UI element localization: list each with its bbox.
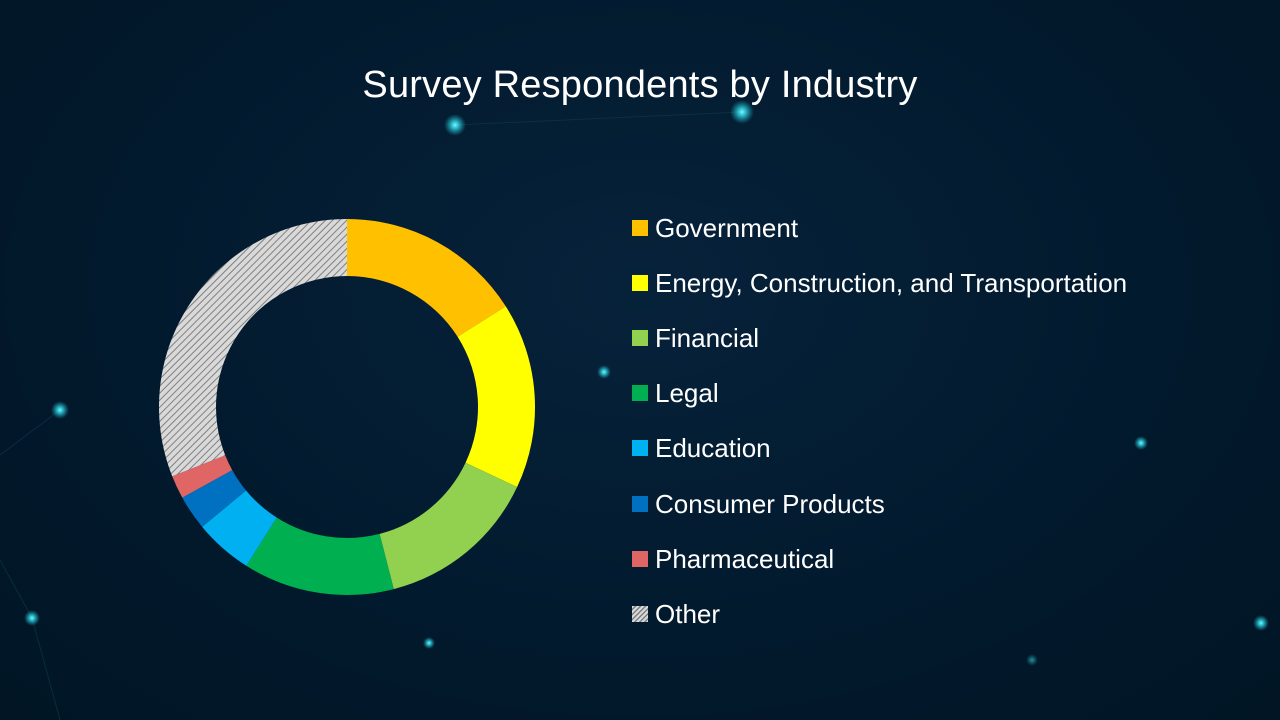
legend-swatch [632,219,648,236]
slice-education [202,490,277,566]
legend-item-government: Government [632,200,1127,255]
legend-label: Government [655,212,799,243]
legend-label: Energy, Construction, and Transportation [655,267,1128,298]
legend-item-consumer-products: Consumer Products [632,476,1127,531]
slice-energy-construction-and-transportation [457,306,535,488]
slice-consumer-products [182,470,247,527]
donut-chart [158,219,535,595]
chart-title: Survey Respondents by Industry [362,64,918,106]
legend-item-other: Other [632,586,1127,641]
slice-pharmaceutical [172,455,233,498]
legend-swatch [632,605,648,622]
legend-label: Legal [655,378,719,409]
legend-label: Other [655,598,721,629]
slice-financial [379,462,518,590]
legend-label: Consumer Products [655,488,885,519]
slice-government [347,219,506,337]
legend-item-pharmaceutical: Pharmaceutical [632,531,1127,586]
slice-legal [246,517,394,595]
chart-legend: Government Energy, Construction, and Tran… [632,200,1127,642]
legend-label: Pharmaceutical [655,543,835,574]
legend-item-energy-construction-and-transportation: Energy, Construction, and Transportation [632,255,1127,310]
legend-swatch [632,440,648,457]
legend-item-legal: Legal [632,366,1127,421]
legend-item-education: Education [632,421,1127,476]
legend-item-financial: Financial [632,310,1127,365]
legend-swatch [632,495,648,512]
legend-swatch [632,385,648,402]
legend-swatch [632,550,648,567]
legend-swatch [632,274,648,291]
legend-swatch [632,329,648,346]
slice-other [158,219,347,477]
legend-label: Education [655,433,771,464]
legend-label: Financial [655,322,760,353]
